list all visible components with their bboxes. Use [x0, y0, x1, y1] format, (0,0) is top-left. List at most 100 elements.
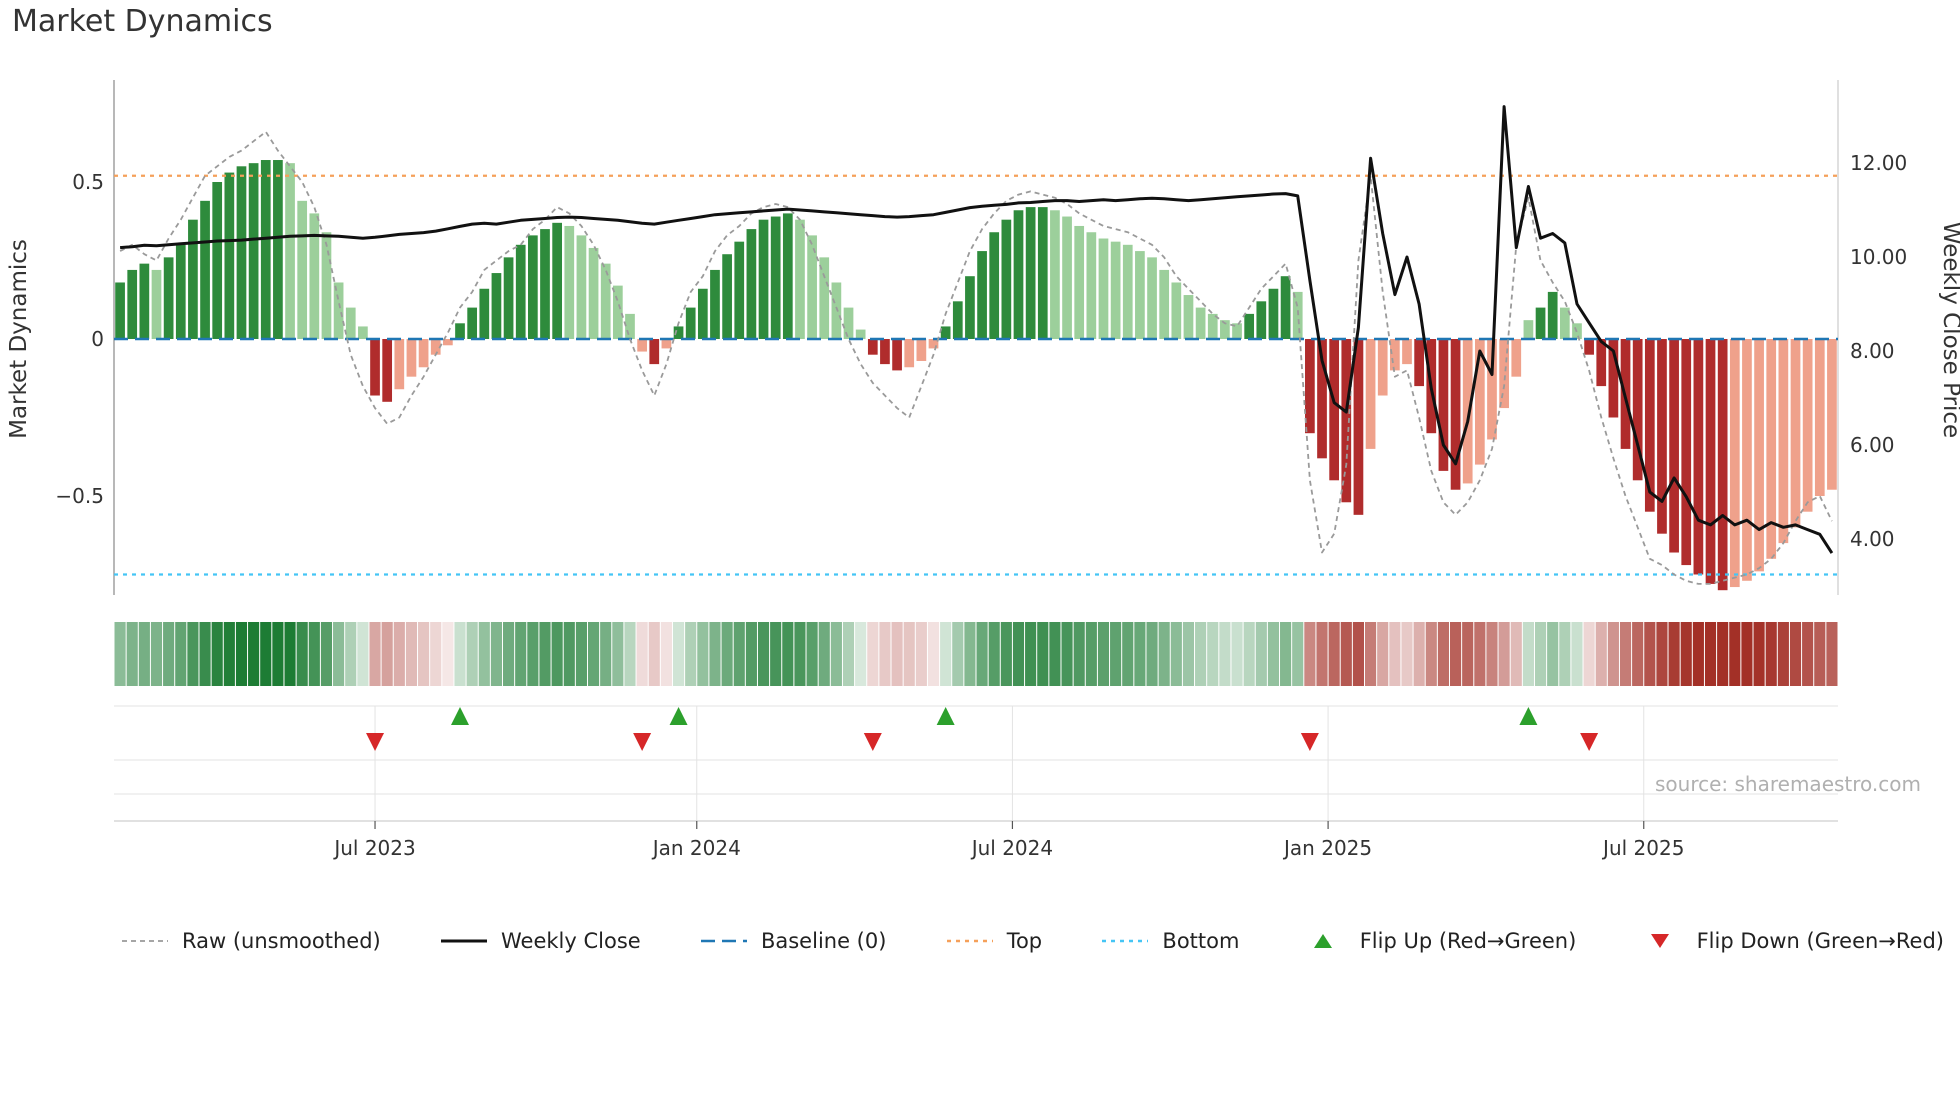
oscillator-bar [1438, 339, 1449, 471]
heatmap-cell [260, 622, 272, 686]
heatmap-cell [235, 622, 248, 686]
heatmap-cell [1486, 622, 1498, 686]
heatmap-cell [1437, 622, 1449, 686]
legend-label: Top [1006, 929, 1043, 953]
oscillator-bar [1632, 339, 1643, 481]
heatmap-cell [369, 622, 381, 686]
flip-down-marker [366, 733, 385, 751]
heatmap-cell [672, 622, 685, 686]
heatmap-cell [199, 622, 211, 686]
heatmap-cell [867, 622, 879, 686]
oscillator-bar [867, 339, 878, 355]
oscillator-bar [188, 219, 198, 339]
left-axis: 0.5 0 −0.5 Market Dynamics [6, 170, 104, 508]
oscillator-bar [600, 263, 611, 339]
oscillator-bar [734, 241, 745, 339]
oscillator-bar [1013, 210, 1024, 339]
oscillator-bar [1062, 216, 1072, 339]
oscillator-bar [612, 285, 623, 339]
reference-lines [114, 174, 1838, 576]
oscillator-bar [406, 339, 417, 377]
legend-item: Weekly Close [439, 929, 641, 953]
heatmap-cell [1365, 622, 1377, 686]
oscillator-bar [333, 282, 344, 339]
flip-down-marker [1580, 733, 1599, 751]
oscillator-bar [1523, 320, 1534, 339]
legend-line-sample [441, 939, 488, 943]
oscillator-bar [1450, 339, 1461, 490]
right-axis-title: Weekly Close Price [1938, 222, 1960, 438]
oscillator-bar [1292, 291, 1303, 339]
heatmap-cell [1292, 622, 1304, 686]
oscillator-bar [807, 235, 817, 339]
heatmap-cell [527, 622, 539, 686]
flip-down-marker [633, 733, 652, 751]
oscillator-bar [1462, 339, 1473, 484]
triangle-down-icon [1650, 934, 1669, 948]
oscillator-bar [1778, 339, 1789, 544]
oscillator-bar [1074, 225, 1085, 339]
oscillator-bar [564, 225, 575, 339]
x-tick-label: Jan 2024 [651, 836, 741, 860]
oscillator-bar [843, 307, 854, 339]
oscillator-bar [1110, 241, 1121, 339]
heatmap-cell [1061, 622, 1073, 686]
heatmap-cell [320, 622, 333, 686]
oscillator-bar [904, 339, 915, 368]
oscillator-bar [1341, 339, 1352, 503]
heatmap-cell [248, 622, 260, 686]
oscillator-bar [358, 326, 368, 339]
heatmap-cell [563, 622, 575, 686]
oscillator-bar [1559, 307, 1570, 339]
heatmap-cell [1632, 622, 1644, 686]
heatmap-cell [1267, 622, 1280, 686]
oscillator-bar [175, 244, 186, 339]
right-axis: 12.00 10.00 8.00 6.00 4.00 Weekly Close Price [1850, 151, 1960, 551]
oscillator-bar [163, 257, 174, 339]
oscillator-bar [260, 160, 271, 339]
heatmap-cell [1607, 622, 1619, 686]
heatmap-cell [1498, 622, 1510, 686]
heatmap-cell [660, 622, 672, 686]
heatmap-cell [1559, 622, 1571, 686]
oscillator-bar [1086, 232, 1097, 339]
heatmap-cell [333, 622, 345, 686]
oscillator-bar [782, 213, 793, 339]
heatmap-cell [927, 622, 940, 686]
oscillator-bar [916, 339, 927, 361]
heatmap-cell [709, 622, 721, 686]
heatmap-cell [612, 622, 624, 686]
heatmap-cell [175, 622, 187, 686]
oscillator-bar [212, 182, 223, 339]
heatmap-cell [1814, 622, 1826, 686]
oscillator-bar [637, 339, 647, 352]
legend-item: Bottom [1100, 929, 1239, 953]
heatmap-cell [1316, 622, 1328, 686]
x-axis: Jul 2023 Jan 2024 Jul 2024 Jan 2025 Jul 2025 [114, 820, 1838, 860]
triangle-up-icon [1313, 934, 1332, 948]
heatmap-cell [1826, 622, 1838, 686]
oscillator-bar [697, 288, 708, 339]
legend-item: Flip Up (Red→Green) [1298, 929, 1576, 953]
flip-down-marker [1300, 733, 1319, 751]
heatmap-cell [1085, 622, 1097, 686]
oscillator-bar [455, 323, 465, 339]
oscillator-bar [831, 282, 842, 339]
flip-up-marker [936, 707, 955, 725]
heatmap-cell [1704, 622, 1717, 686]
legend-label: Weekly Close [501, 929, 641, 953]
heatmap-cell [745, 622, 757, 686]
oscillator-bar [248, 163, 259, 339]
heatmap-cell [1243, 622, 1255, 686]
oscillator-bar [1790, 339, 1801, 528]
heatmap-cell [405, 622, 418, 686]
heatmap-cell [1413, 622, 1425, 686]
oscillator-bar [795, 219, 805, 339]
right-tick-label: 8.00 [1850, 339, 1895, 363]
heatmap-cell [648, 622, 660, 686]
oscillator-bar [1657, 339, 1667, 534]
heatmap-cell [1182, 622, 1195, 686]
oscillator-bar [1135, 251, 1145, 339]
right-tick-label: 12.00 [1850, 151, 1907, 175]
oscillator-bar [1487, 339, 1497, 440]
